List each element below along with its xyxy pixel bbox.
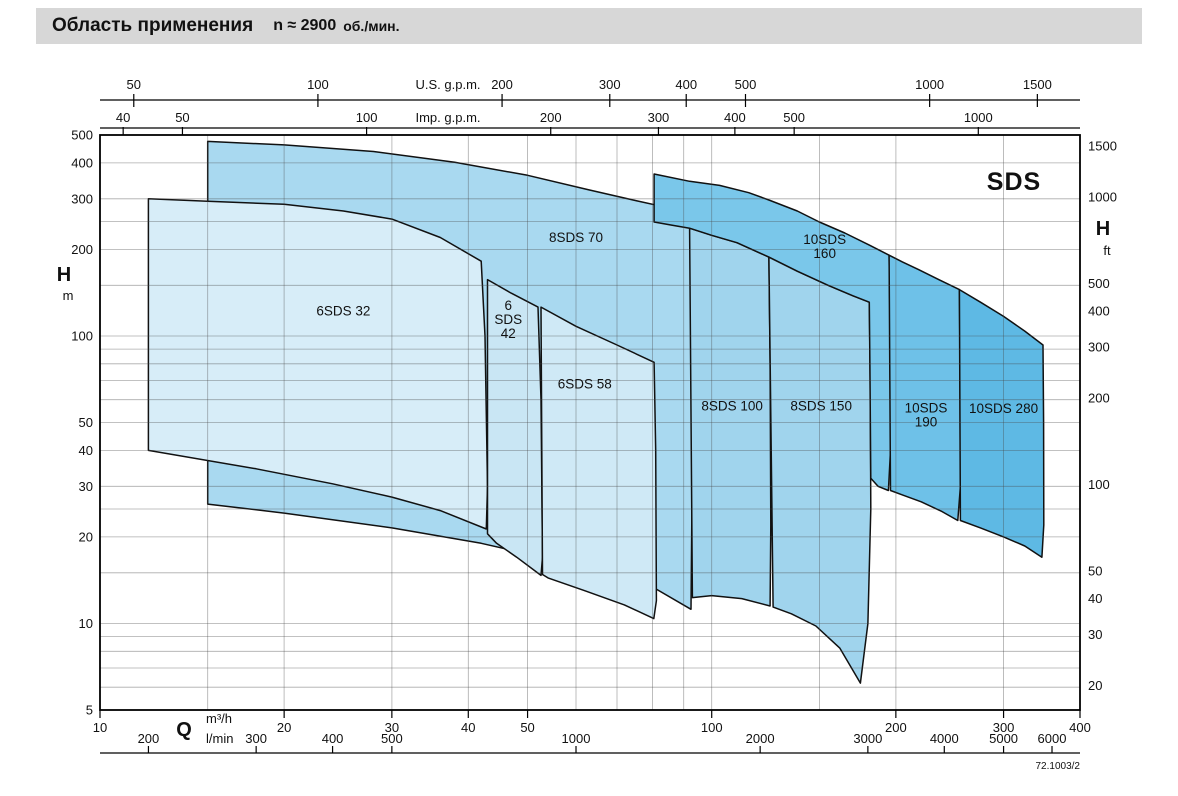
svg-text:200: 200 — [885, 720, 907, 735]
svg-text:5: 5 — [86, 703, 93, 718]
imp-gpm-axis-title: Imp. g.p.m. — [415, 110, 480, 125]
region-label: 8SDS 150 — [790, 399, 852, 414]
svg-text:300: 300 — [993, 720, 1015, 735]
svg-text:10: 10 — [79, 616, 93, 631]
svg-text:100: 100 — [307, 77, 329, 92]
svg-text:500: 500 — [381, 731, 403, 746]
right-axis-title: H — [1096, 218, 1110, 240]
svg-text:400: 400 — [675, 77, 697, 92]
svg-text:10: 10 — [93, 720, 107, 735]
svg-text:30: 30 — [385, 720, 399, 735]
us-gpm-axis-title: U.S. g.p.m. — [415, 77, 480, 92]
region-label: 190 — [915, 415, 938, 430]
svg-text:50: 50 — [520, 720, 534, 735]
svg-text:300: 300 — [599, 77, 621, 92]
axes: 50 100 200 300 400 500 1000 1500 U.S. g.p.m. 40 50… — [57, 77, 1117, 754]
left-axis-title: H — [57, 264, 71, 286]
svg-text:500: 500 — [71, 128, 93, 143]
region-label: 10SDS — [803, 232, 846, 247]
svg-text:20: 20 — [1088, 678, 1102, 693]
region-label: 8SDS 70 — [549, 230, 603, 245]
svg-text:100: 100 — [71, 328, 93, 343]
svg-text:30: 30 — [79, 479, 93, 494]
region-label: 10SDS 280 — [969, 401, 1038, 416]
svg-text:300: 300 — [648, 110, 670, 125]
svg-text:200: 200 — [138, 731, 160, 746]
svg-text:400: 400 — [1069, 720, 1091, 735]
svg-text:20: 20 — [277, 720, 291, 735]
region-6sds-32 — [147, 198, 489, 530]
svg-text:200: 200 — [491, 77, 513, 92]
svg-text:200: 200 — [540, 110, 562, 125]
svg-text:2000: 2000 — [746, 731, 775, 746]
svg-text:300: 300 — [71, 191, 93, 206]
page-header: Область применения n ≈ 2900 об./мин. — [36, 8, 1142, 44]
right-axis-unit: ft — [1103, 243, 1111, 258]
svg-text:30: 30 — [1088, 627, 1102, 642]
q-axis-symbol: Q — [176, 719, 192, 741]
lmin-axis-title: l/min — [206, 731, 233, 746]
region-8sds-150 — [768, 256, 872, 684]
svg-text:50: 50 — [1088, 563, 1102, 578]
svg-text:200: 200 — [1088, 390, 1110, 405]
region-label: 160 — [813, 246, 836, 261]
region-10sds-160 — [653, 173, 892, 492]
document-reference: 72.1003/2 — [1035, 761, 1081, 772]
svg-text:300: 300 — [245, 731, 267, 746]
svg-text:500: 500 — [783, 110, 805, 125]
svg-text:400: 400 — [71, 155, 93, 170]
plot-frame — [99, 134, 1081, 711]
svg-text:100: 100 — [356, 110, 378, 125]
svg-text:100: 100 — [1088, 477, 1110, 492]
svg-text:5000: 5000 — [989, 731, 1018, 746]
svg-text:200: 200 — [71, 242, 93, 257]
left-axis-unit: m — [63, 288, 74, 303]
series-name-label: SDS — [986, 168, 1042, 196]
svg-text:1500: 1500 — [1023, 77, 1052, 92]
m3h-axis-title: m³/h — [206, 711, 232, 726]
region-10sds-280 — [958, 288, 1045, 558]
rotation-speed: n ≈ 2900 — [273, 17, 337, 34]
svg-text:40: 40 — [116, 110, 130, 125]
svg-text:1000: 1000 — [1088, 189, 1117, 204]
svg-text:500: 500 — [1088, 276, 1110, 291]
region-8sds-100 — [688, 227, 772, 607]
svg-text:500: 500 — [735, 77, 757, 92]
page-title: Область применения — [52, 15, 254, 36]
svg-text:400: 400 — [724, 110, 746, 125]
svg-text:50: 50 — [79, 415, 93, 430]
svg-text:50: 50 — [175, 110, 189, 125]
svg-text:40: 40 — [461, 720, 475, 735]
svg-text:1000: 1000 — [562, 731, 591, 746]
svg-text:300: 300 — [1088, 340, 1110, 355]
region-label: 42 — [501, 326, 516, 341]
svg-text:400: 400 — [1088, 304, 1110, 319]
svg-text:50: 50 — [127, 77, 141, 92]
svg-text:400: 400 — [322, 731, 344, 746]
pump-regions — [147, 140, 1045, 684]
svg-text:20: 20 — [79, 529, 93, 544]
rotation-speed-unit: об./мин. — [343, 18, 400, 34]
svg-text:6000: 6000 — [1038, 731, 1067, 746]
svg-text:100: 100 — [701, 720, 723, 735]
region-label: 6 — [505, 298, 513, 313]
svg-text:40: 40 — [79, 443, 93, 458]
svg-text:1500: 1500 — [1088, 139, 1117, 154]
region-10sds-190 — [888, 254, 962, 522]
svg-text:1000: 1000 — [915, 77, 944, 92]
svg-text:1000: 1000 — [964, 110, 993, 125]
region-label: 8SDS 100 — [701, 399, 763, 414]
region-label: 6SDS 32 — [316, 304, 370, 319]
region-label: 6SDS 58 — [558, 377, 612, 392]
region-label: SDS — [494, 312, 522, 327]
svg-text:4000: 4000 — [930, 731, 959, 746]
svg-text:40: 40 — [1088, 591, 1102, 606]
svg-text:3000: 3000 — [853, 731, 882, 746]
region-label: 10SDS — [905, 401, 948, 416]
region-6sds-58 — [540, 306, 658, 620]
